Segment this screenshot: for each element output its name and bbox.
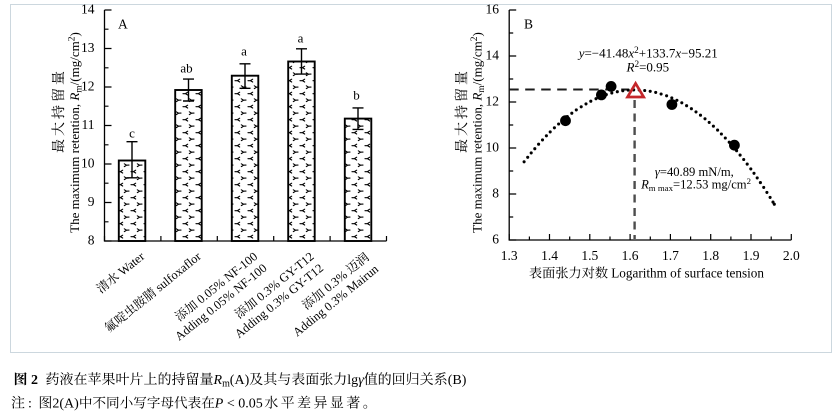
- svg-text:The maximum retention, Rm/(mg/: The maximum retention, Rm/(mg/cm2): [470, 32, 488, 233]
- svg-text:a: a: [298, 31, 304, 46]
- svg-text::: :: [28, 397, 32, 412]
- svg-text:lg: lg: [347, 373, 358, 388]
- svg-text:12: 12: [81, 79, 95, 94]
- svg-text:1.5: 1.5: [581, 248, 598, 263]
- svg-text:8: 8: [88, 233, 95, 248]
- svg-text:The maximum retention, Rm/(mg/: The maximum retention, Rm/(mg/cm2): [67, 32, 85, 233]
- svg-text:1.7: 1.7: [662, 248, 679, 263]
- svg-text:10: 10: [81, 156, 95, 171]
- svg-text:c: c: [129, 126, 135, 141]
- svg-text:1.4: 1.4: [541, 248, 558, 263]
- svg-text:10: 10: [486, 140, 500, 155]
- svg-text:12: 12: [486, 94, 500, 109]
- svg-text:(A): (A): [230, 373, 250, 388]
- svg-text:ab: ab: [180, 61, 192, 76]
- svg-text:a: a: [241, 44, 247, 59]
- svg-text:y=−41.48x2 +133.7x−95.21: y=−41.48x2 +133.7x−95.21: [577, 45, 718, 61]
- svg-text:1.8: 1.8: [702, 248, 719, 263]
- svg-text:Logarithm of surface tension: Logarithm of surface tension: [611, 266, 764, 281]
- svg-text:14: 14: [81, 2, 95, 17]
- svg-text:γ: γ: [358, 373, 364, 388]
- svg-text:1.3: 1.3: [501, 248, 518, 263]
- svg-text:b: b: [353, 88, 360, 103]
- svg-text:2.0: 2.0: [783, 248, 800, 263]
- svg-text:13: 13: [81, 40, 95, 55]
- svg-text:R2 =0.95: R2 =0.95: [626, 59, 670, 75]
- svg-text:Rm max =12.53 mg/cm2: Rm max =12.53 mg/cm2: [640, 176, 751, 193]
- svg-text:P: P: [214, 397, 224, 412]
- svg-text:9: 9: [88, 194, 95, 209]
- svg-text:2(A): 2(A): [52, 397, 79, 412]
- svg-text:B: B: [524, 17, 533, 32]
- svg-text:2: 2: [31, 373, 38, 388]
- svg-text:(B): (B): [448, 373, 467, 388]
- svg-text:8: 8: [492, 186, 499, 201]
- svg-text:R: R: [213, 373, 223, 388]
- svg-text:γ=40.89 mN/m,: γ=40.89 mN/m,: [655, 165, 734, 179]
- svg-text:11: 11: [82, 117, 95, 132]
- svg-text:1.9: 1.9: [743, 248, 760, 263]
- svg-text:16: 16: [486, 2, 500, 17]
- svg-text:m: m: [222, 379, 230, 390]
- svg-text:1.6: 1.6: [622, 248, 639, 263]
- svg-text:A: A: [118, 17, 128, 32]
- svg-text:14: 14: [486, 48, 500, 63]
- svg-text:< 0.05: < 0.05: [223, 397, 262, 412]
- svg-text:6: 6: [492, 232, 499, 247]
